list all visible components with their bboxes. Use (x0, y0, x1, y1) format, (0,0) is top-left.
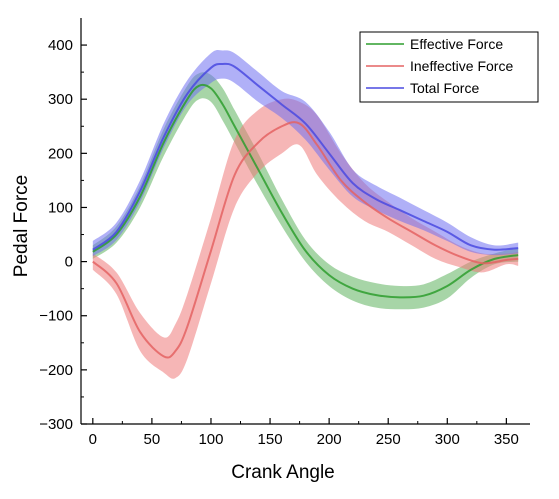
effective-force-legend-label: Effective Force (410, 36, 503, 52)
y-tick-label: −300 (39, 416, 73, 433)
confidence-bands (92, 49, 519, 379)
x-tick-label: 200 (317, 431, 342, 448)
x-tick-label: 250 (376, 431, 401, 448)
x-tick-label: 100 (198, 431, 223, 448)
x-tick-label: 150 (258, 431, 283, 448)
y-tick-label: 0 (65, 254, 73, 271)
x-tick-label: 350 (494, 431, 519, 448)
x-tick-label: 50 (144, 431, 161, 448)
x-tick-label: 0 (89, 431, 97, 448)
total-force-legend-label: Total Force (410, 80, 479, 96)
total-force-line (92, 62, 519, 251)
ineffective-force-band (92, 98, 519, 379)
x-tick-label: 300 (435, 431, 460, 448)
y-tick-label: −200 (39, 362, 73, 379)
y-axis-title: Pedal Force (11, 175, 32, 277)
y-tick-label: 100 (48, 199, 73, 216)
x-axis-title: Crank Angle (231, 462, 335, 483)
legend: Effective Force Ineffective Force Total Fo… (359, 31, 539, 103)
series-lines (92, 62, 519, 359)
y-tick-label: 400 (48, 37, 73, 54)
y-tick-label: 300 (48, 91, 73, 108)
ineffective-force-line (92, 121, 519, 359)
axes: 0 50 100 150 200 250 300 350 −300 −200 −100 0 100 200… (39, 18, 530, 448)
effective-force-line (92, 83, 519, 299)
total-force-band (92, 49, 519, 257)
y-tick-label: 200 (48, 145, 73, 162)
ineffective-force-legend-label: Ineffective Force (410, 58, 513, 74)
y-tick-label: −100 (39, 308, 73, 325)
